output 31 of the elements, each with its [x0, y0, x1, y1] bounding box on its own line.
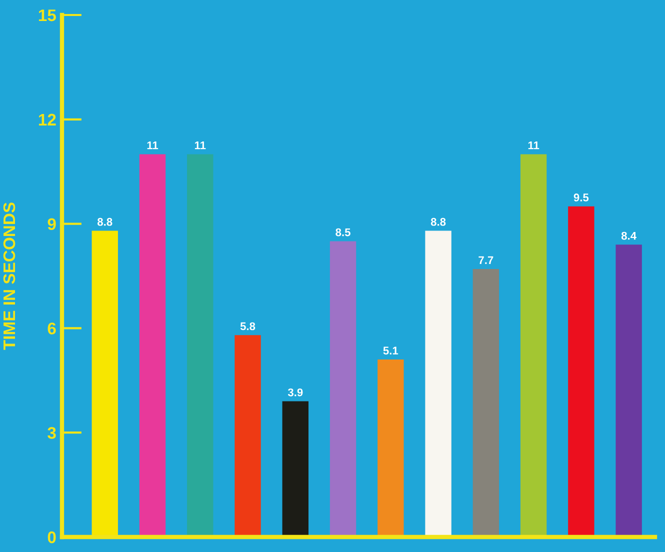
bar: [425, 230, 452, 537]
bar: [616, 244, 642, 537]
data-label: 5.8: [240, 322, 256, 330]
bar: [92, 230, 118, 537]
bar: [378, 360, 404, 537]
data-label: 11: [194, 141, 206, 150]
bar: [187, 154, 214, 537]
y-tick-label: 15: [38, 10, 56, 22]
data-label: 8.5: [336, 228, 350, 236]
data-label: 11: [528, 141, 540, 150]
bar: [472, 269, 500, 537]
y-axis-title: TIME IN SECONDS: [3, 202, 16, 350]
data-label: 5.1: [383, 346, 398, 355]
data-label: 9.5: [574, 194, 589, 202]
bar: [520, 154, 547, 537]
y-tick-label: 3: [48, 427, 56, 439]
bar: [568, 206, 594, 537]
data-label: 7.7: [478, 256, 494, 264]
data-label: 11: [147, 141, 158, 150]
y-tick-label: 0: [48, 531, 56, 544]
bar: [139, 154, 166, 537]
y-tick-label: 6: [48, 322, 56, 334]
data-label: 8.4: [621, 232, 636, 240]
bar: [234, 335, 261, 537]
y-tick-label: 12: [38, 114, 56, 126]
bar: [330, 241, 356, 537]
data-label: 3.9: [288, 388, 303, 396]
y-tick-label: 9: [48, 218, 56, 230]
data-label: 8.8: [98, 218, 112, 226]
bar: [282, 401, 308, 537]
data-label: 8.8: [430, 218, 446, 226]
